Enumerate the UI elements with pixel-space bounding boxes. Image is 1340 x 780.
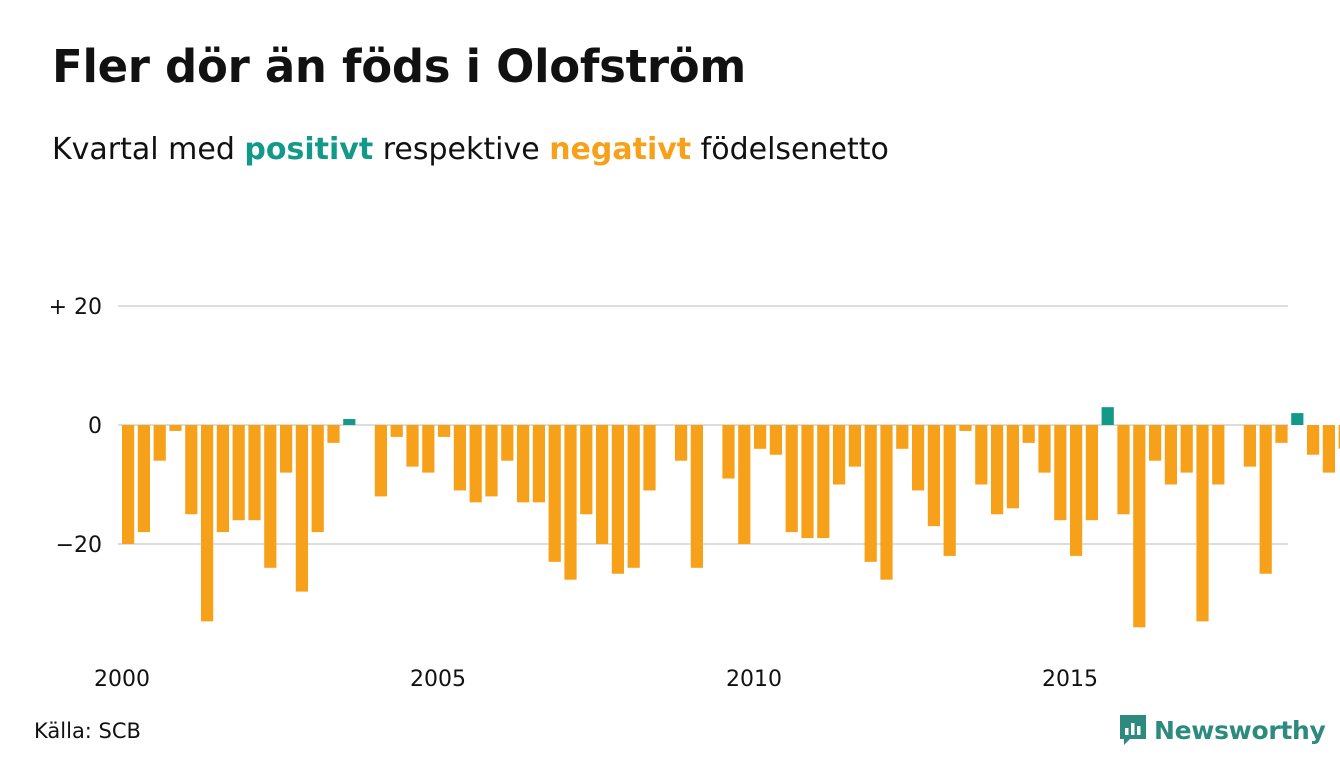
bar-negative (311, 425, 324, 533)
y-axis-labels: + 20 0 −20 (49, 295, 102, 558)
bar-negative (785, 425, 798, 533)
brand-logo[interactable]: Newsworthy (1118, 712, 1326, 748)
bar-negative (248, 425, 261, 521)
bar-negative (1180, 425, 1193, 473)
bar-negative (1117, 425, 1130, 515)
bar-negative (801, 425, 814, 539)
bar-negative (833, 425, 846, 485)
bar-negative (1307, 425, 1320, 455)
x-axis-labels: 20002005201020152020 (94, 667, 1098, 692)
bar-negative (264, 425, 277, 568)
subtitle-text-post: födelsenetto (691, 132, 889, 167)
chart-title: Fler dör än föds i Olofström (52, 40, 746, 93)
bar-negative (912, 425, 925, 491)
bar-negative (485, 425, 498, 497)
bar-positive (1101, 407, 1114, 425)
subtitle-text-mid: respektive (373, 132, 550, 167)
bar-negative (580, 425, 593, 515)
bar-negative (280, 425, 293, 473)
bar-negative (690, 425, 703, 568)
bar-negative (1196, 425, 1209, 622)
bar-negative (864, 425, 877, 562)
bar-negative (991, 425, 1004, 515)
bar-negative (1243, 425, 1256, 467)
bar-negative (517, 425, 530, 503)
bar-negative (1149, 425, 1162, 461)
bar-negative (1006, 425, 1019, 509)
subtitle-positive-word: positivt (244, 132, 374, 167)
bar-negative (927, 425, 940, 527)
bar-negative (722, 425, 735, 479)
bar-negative (848, 425, 861, 467)
bar-negative (232, 425, 245, 521)
brand-name: Newsworthy (1154, 715, 1326, 745)
bar-negative (201, 425, 214, 622)
bar-negative (596, 425, 609, 544)
bar-negative (1070, 425, 1083, 556)
y-tick-label: −20 (56, 533, 102, 558)
y-tick-label: + 20 (49, 295, 102, 320)
bar-negative (896, 425, 909, 449)
bar-negative (943, 425, 956, 556)
x-tick-label: 2005 (410, 667, 466, 692)
bar-negative (1275, 425, 1288, 443)
bar-negative (137, 425, 150, 533)
bar-negative (1259, 425, 1272, 574)
x-tick-label: 2000 (94, 667, 150, 692)
bar-negative (122, 425, 135, 544)
bar-negative (548, 425, 561, 562)
newsworthy-logo-icon (1120, 715, 1146, 745)
bar-negative (501, 425, 514, 461)
bar-negative (1038, 425, 1051, 473)
bar-negative (754, 425, 767, 449)
bar-negative (564, 425, 577, 580)
bar-negative (1022, 425, 1035, 443)
bar-negative (880, 425, 893, 580)
bar-negative (675, 425, 688, 461)
bar-negative (738, 425, 751, 544)
bar-negative (627, 425, 640, 568)
bar-negative (769, 425, 782, 455)
bar-negative (975, 425, 988, 485)
bar-negative (185, 425, 198, 515)
bar-negative (1322, 425, 1335, 473)
bars (122, 407, 1340, 628)
chart-subtitle: Kvartal med positivt respektive negativt… (52, 132, 889, 167)
bar-negative (390, 425, 403, 437)
bar-negative (1212, 425, 1225, 485)
bar-negative (374, 425, 387, 497)
bar-negative (406, 425, 419, 467)
bar-negative (422, 425, 435, 473)
subtitle-negative-word: negativt (549, 132, 692, 167)
bar-positive (1291, 413, 1304, 425)
bar-negative (327, 425, 340, 443)
bar-negative (438, 425, 451, 437)
bar-negative (453, 425, 466, 491)
bar-negative (216, 425, 229, 533)
bar-negative (643, 425, 656, 491)
subtitle-text-pre: Kvartal med (52, 132, 245, 167)
bar-positive (343, 419, 356, 425)
x-tick-label: 2015 (1042, 667, 1098, 692)
bar-negative (817, 425, 830, 539)
bar-negative (469, 425, 482, 503)
bar-negative (295, 425, 308, 592)
bar-negative (153, 425, 166, 461)
source-note: Källa: SCB (34, 719, 141, 743)
bar-negative (1085, 425, 1098, 521)
bar-negative (532, 425, 545, 503)
bar-negative (1164, 425, 1177, 485)
y-tick-label: 0 (88, 414, 102, 439)
bar-negative (959, 425, 972, 431)
bar-negative (1338, 425, 1340, 449)
x-tick-label: 2010 (726, 667, 782, 692)
bar-negative (169, 425, 182, 431)
bar-negative (1054, 425, 1067, 521)
bar-negative (1133, 425, 1146, 628)
bar-negative (611, 425, 624, 574)
